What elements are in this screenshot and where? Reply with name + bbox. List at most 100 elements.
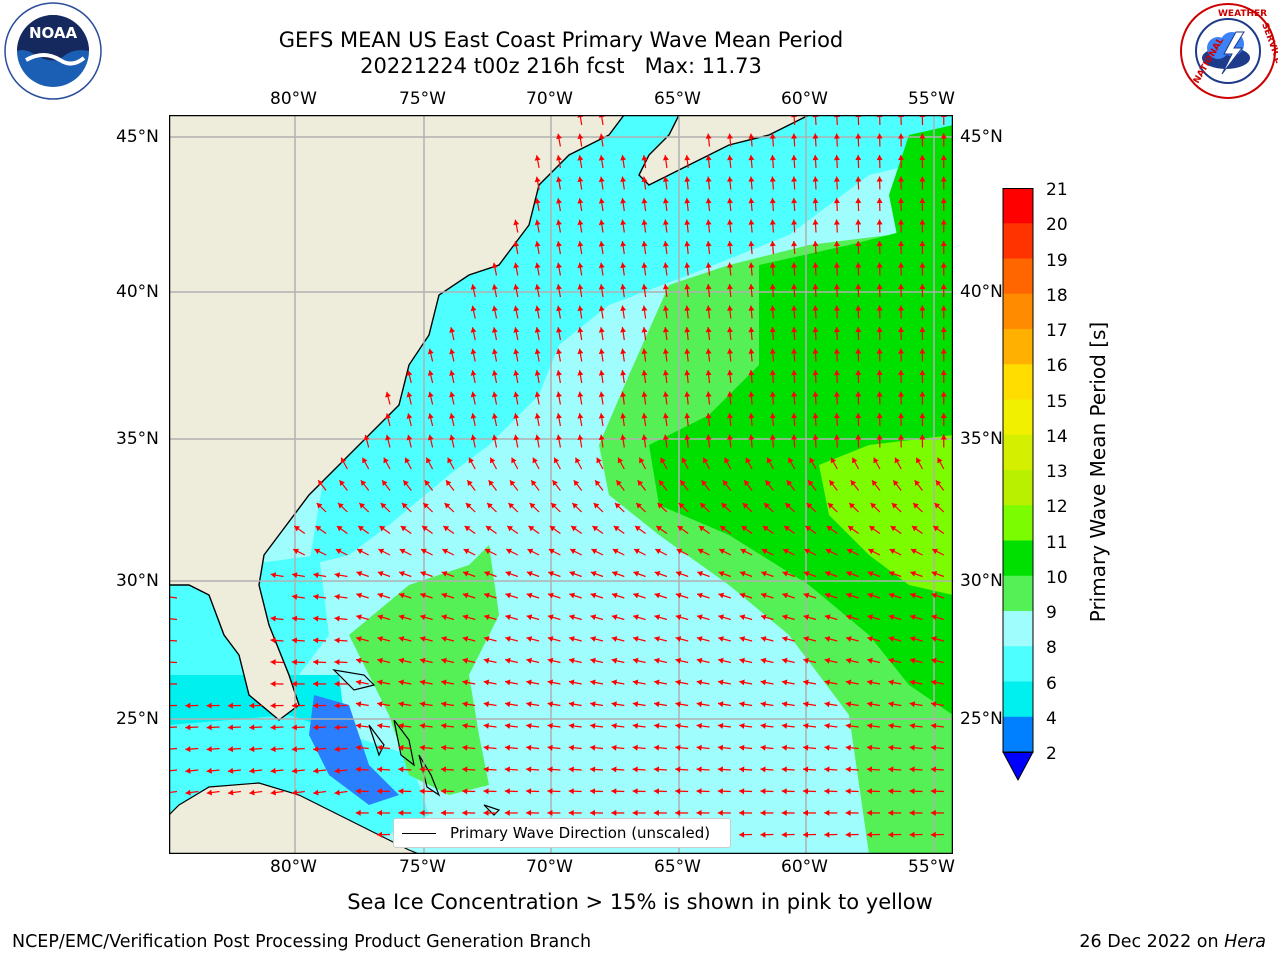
wave-arrow-head — [676, 548, 683, 555]
colorbar-tick-label: 9 — [1046, 603, 1057, 623]
wave-arrow-head — [526, 614, 533, 621]
wave-arrow-head — [898, 348, 904, 354]
wave-arrow-head — [678, 503, 685, 509]
wave-arrow-head — [420, 614, 426, 621]
wave-arrow-head — [684, 327, 691, 333]
wave-arrow-head — [639, 457, 645, 464]
wave-arrow-head — [888, 636, 895, 642]
wave-arrow-head — [662, 305, 669, 311]
wave-arrow-head — [662, 198, 669, 204]
wave-arrow-head — [449, 391, 456, 398]
wave-arrow-head — [919, 284, 926, 289]
wave-arrow-head — [534, 241, 541, 247]
wave-arrow-head — [534, 219, 541, 226]
wave-arrow-head — [812, 348, 819, 354]
wave-arrow-head — [705, 133, 712, 139]
wave-arrow-head — [339, 480, 345, 486]
wave-arrow-head — [684, 348, 691, 354]
wave-arrow-head — [556, 133, 562, 140]
wave-arrow-head — [446, 480, 452, 486]
colorbar-tick-label: 2 — [1046, 744, 1057, 764]
wave-arrow-head — [598, 262, 605, 269]
wave-arrow-head — [377, 831, 383, 838]
wave-arrow-head — [717, 788, 723, 795]
wave-arrow-head — [491, 262, 498, 269]
wave-arrow-head — [909, 831, 915, 838]
wave-arrow-head — [930, 831, 936, 838]
wave-arrow-head — [355, 766, 361, 773]
wave-arrow-head — [684, 176, 691, 182]
wave-arrow-head — [824, 766, 830, 773]
colorbar-segment — [1003, 329, 1033, 365]
wave-arrow-head — [620, 241, 627, 247]
wave-arrow-head — [705, 176, 712, 182]
wave-arrow-head — [470, 391, 477, 398]
wave-arrow-head — [377, 744, 383, 751]
noaa-logo: NOAA — [4, 2, 102, 100]
wave-arrow-head — [867, 701, 873, 708]
wave-arrow-head — [380, 503, 387, 509]
wave-arrow-head — [592, 526, 599, 532]
wave-arrow-head — [613, 526, 620, 532]
wave-arrow-head — [876, 305, 883, 311]
wave-arrow-head — [718, 657, 724, 664]
wave-arrow-head — [891, 503, 898, 509]
wave-arrow-head — [829, 480, 835, 486]
colorbar-tick-label: 12 — [1046, 497, 1068, 518]
wave-arrow-head — [620, 198, 627, 204]
wave-arrow-head — [888, 679, 894, 686]
wave-arrow-head — [662, 327, 669, 333]
wave-arrow-head — [931, 592, 938, 599]
wave-arrow-head — [719, 548, 725, 555]
wave-arrow-head — [534, 176, 541, 183]
wave-arrow-head — [824, 788, 830, 795]
wave-arrow-head — [718, 679, 724, 686]
wave-arrow-head — [718, 701, 724, 708]
wave-arrow-head — [697, 592, 703, 599]
wave-arrow-head — [590, 809, 595, 816]
wave-arrow-head — [748, 219, 755, 225]
wave-arrow-head — [782, 571, 789, 577]
wave-arrow-head — [654, 636, 660, 642]
wave-arrow-head — [833, 133, 840, 139]
wave-arrow-head — [612, 571, 618, 577]
wave-arrow-head — [889, 571, 895, 577]
wave-arrow-head — [185, 789, 191, 796]
wave-arrow-head — [572, 503, 578, 509]
wave-arrow-head — [441, 679, 447, 686]
wave-arrow-head — [762, 526, 769, 532]
wave-arrow-head — [398, 636, 405, 642]
wave-arrow-head — [377, 592, 384, 599]
wave-arrow-head — [505, 592, 512, 599]
wave-arrow-head — [760, 788, 766, 795]
wave-arrow-head — [833, 198, 840, 204]
wave-arrow-head — [696, 701, 703, 708]
wave-arrow-head — [611, 614, 618, 621]
wave-arrow-head — [781, 679, 788, 686]
wave-arrow-head — [867, 657, 873, 664]
wave-arrow-head — [727, 348, 733, 354]
wave-arrow-head — [620, 348, 627, 354]
wave-arrow-head — [611, 788, 617, 795]
wave-arrow-head — [833, 413, 840, 419]
wave-arrow-head — [313, 637, 319, 644]
wave-arrow-head — [571, 526, 577, 532]
colorbar-tick-label: 19 — [1046, 250, 1068, 271]
wave-arrow-head — [727, 391, 733, 397]
wave-arrow-head — [377, 766, 383, 773]
wave-arrow-head — [641, 305, 648, 311]
wave-arrow-head — [769, 327, 776, 333]
nova-scotia-landmass — [624, 115, 810, 186]
wave-arrow-head — [470, 434, 477, 441]
wave-arrow-head — [876, 198, 883, 204]
wave-arrow-head — [377, 614, 384, 621]
colorbar-tick-label: 17 — [1046, 321, 1068, 341]
wave-arrow-head — [611, 701, 617, 708]
wave-arrow-head — [206, 767, 212, 774]
wave-arrow-head — [739, 723, 745, 729]
colorbar-segment — [1003, 470, 1033, 506]
wave-arrow-head — [898, 391, 904, 397]
wave-arrow-head — [406, 413, 413, 419]
wave-arrow-head — [718, 636, 724, 642]
wave-arrow-head — [937, 457, 943, 464]
